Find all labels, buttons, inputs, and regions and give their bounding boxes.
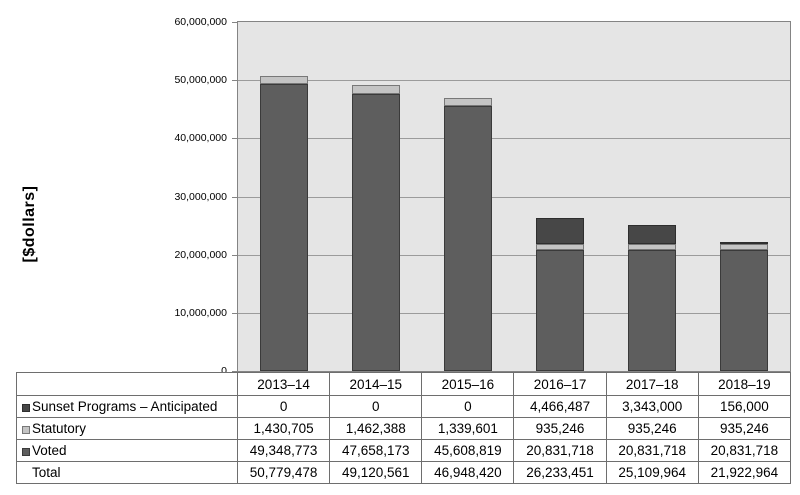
bar-segment-voted <box>536 249 584 371</box>
y-tick-label: 60,000,000 <box>174 16 227 28</box>
value-cell: 20,831,718 <box>697 439 792 462</box>
bar-segment-voted <box>260 84 308 371</box>
row-label-cell: Total <box>16 461 238 484</box>
bar-segment-voted <box>628 249 676 371</box>
y-tick-mark <box>232 138 237 140</box>
year-header-cell: 2014–15 <box>329 372 423 396</box>
value-cell: 4,466,487 <box>513 395 607 418</box>
plot-inner <box>238 22 790 371</box>
bar-segment-voted <box>720 249 768 371</box>
table-header-row: 2013–14 2014–15 2015–16 2016–17 2017–18 2018–… <box>16 372 792 396</box>
value-cell: 46,948,420 <box>421 461 515 484</box>
value-cell: 20,831,718 <box>513 439 607 462</box>
value-cell: 1,430,705 <box>236 417 331 440</box>
row-label: Sunset Programs – Anticipated <box>32 399 218 414</box>
legend-marker-icon <box>22 404 30 412</box>
row-label: Voted <box>32 443 67 458</box>
value-cell: 1,462,388 <box>329 417 423 440</box>
value-cell: 156,000 <box>697 395 792 418</box>
bar-segment-statutory <box>720 244 768 250</box>
y-tick-label: 50,000,000 <box>174 74 227 87</box>
table-row: Voted 49,348,773 47,658,173 45,608,819 20,83… <box>16 439 792 462</box>
year-header-cell: 2013–14 <box>236 372 331 396</box>
y-tick-mark <box>232 254 237 256</box>
bar-group-2013–14 <box>260 22 308 371</box>
year-header-cell: 2016–17 <box>513 372 607 396</box>
table-header: 2013–14 2014–15 2015–16 2016–17 2017–18 2018–… <box>16 372 792 396</box>
y-tick-mark <box>232 22 237 23</box>
plot-area <box>237 21 791 372</box>
data-table: 2013–14 2014–15 2015–16 2016–17 2017–18 2018–… <box>16 372 792 484</box>
value-cell: 935,246 <box>605 417 699 440</box>
value-cell: 0 <box>236 395 331 418</box>
row-label: Total <box>32 465 61 480</box>
bar-segment-statutory <box>444 97 492 106</box>
y-tick-label: 30,000,000 <box>174 190 227 203</box>
legend-marker-icon <box>22 426 30 434</box>
y-tick-mark <box>232 80 237 82</box>
row-label-cell: Statutory <box>16 417 238 440</box>
bar-segment-sunset <box>628 225 676 245</box>
y-tick-label: 10,000,000 <box>174 306 227 319</box>
year-header-cell: 2015–16 <box>421 372 515 396</box>
row-label: Statutory <box>32 421 87 436</box>
gridline <box>238 312 790 314</box>
bar-segment-sunset <box>536 218 584 245</box>
legend-marker-icon <box>22 448 30 456</box>
value-cell: 47,658,173 <box>329 439 423 462</box>
value-cell: 20,831,718 <box>605 439 699 462</box>
value-cell: 49,348,773 <box>236 439 331 462</box>
y-tick-label: 40,000,000 <box>174 132 227 145</box>
year-header-cell: 2017–18 <box>605 372 699 396</box>
value-cell: 50,779,478 <box>236 461 331 484</box>
value-cell: 21,922,964 <box>697 461 792 484</box>
gridline <box>238 80 790 82</box>
gridline <box>238 138 790 140</box>
bar-segment-statutory <box>260 75 308 84</box>
value-cell: 25,109,964 <box>605 461 699 484</box>
y-tick-mark <box>232 371 237 372</box>
row-label-cell: Voted <box>16 439 238 462</box>
bar-segment-statutory <box>352 85 400 94</box>
table-row: Total 50,779,478 49,120,561 46,948,420 26,23… <box>16 461 792 484</box>
bar-group-2014–15 <box>352 22 400 371</box>
value-cell: 935,246 <box>513 417 607 440</box>
year-header-cell: 2018–19 <box>697 372 792 396</box>
value-cell: 45,608,819 <box>421 439 515 462</box>
value-cell: 49,120,561 <box>329 461 423 484</box>
bar-group-2018–19 <box>720 22 768 371</box>
gridline <box>238 254 790 256</box>
bar-group-2015–16 <box>444 22 492 371</box>
row-label-cell: Sunset Programs – Anticipated <box>16 395 238 418</box>
y-tick-label: 0 <box>221 365 227 377</box>
value-cell: 935,246 <box>697 417 792 440</box>
value-cell: 0 <box>421 395 515 418</box>
table-row: Statutory 1,430,705 1,462,388 1,339,601 935,… <box>16 417 792 440</box>
bar-segment-voted <box>444 105 492 371</box>
value-cell: 1,339,601 <box>421 417 515 440</box>
y-axis: 0 10,000,000 20,000,000 30,000,000 40,000,00… <box>0 16 237 377</box>
table-row: Sunset Programs – Anticipated 0 0 0 4,466,48… <box>16 395 792 418</box>
corner-cell <box>16 372 238 396</box>
gridline <box>238 196 790 198</box>
y-tick-label: 20,000,000 <box>174 248 227 261</box>
bar-group-2016–17 <box>536 22 584 371</box>
value-cell: 26,233,451 <box>513 461 607 484</box>
y-tick-mark <box>232 196 237 198</box>
bar-group-2017–18 <box>628 22 676 371</box>
bar-segment-sunset <box>720 242 768 245</box>
value-cell: 0 <box>329 395 423 418</box>
value-cell: 3,343,000 <box>605 395 699 418</box>
bar-segment-statutory <box>628 244 676 250</box>
bar-segment-voted <box>352 93 400 371</box>
table-body: Sunset Programs – Anticipated 0 0 0 4,466,48… <box>16 395 792 484</box>
bar-segment-statutory <box>536 244 584 250</box>
y-tick-mark <box>232 312 237 314</box>
